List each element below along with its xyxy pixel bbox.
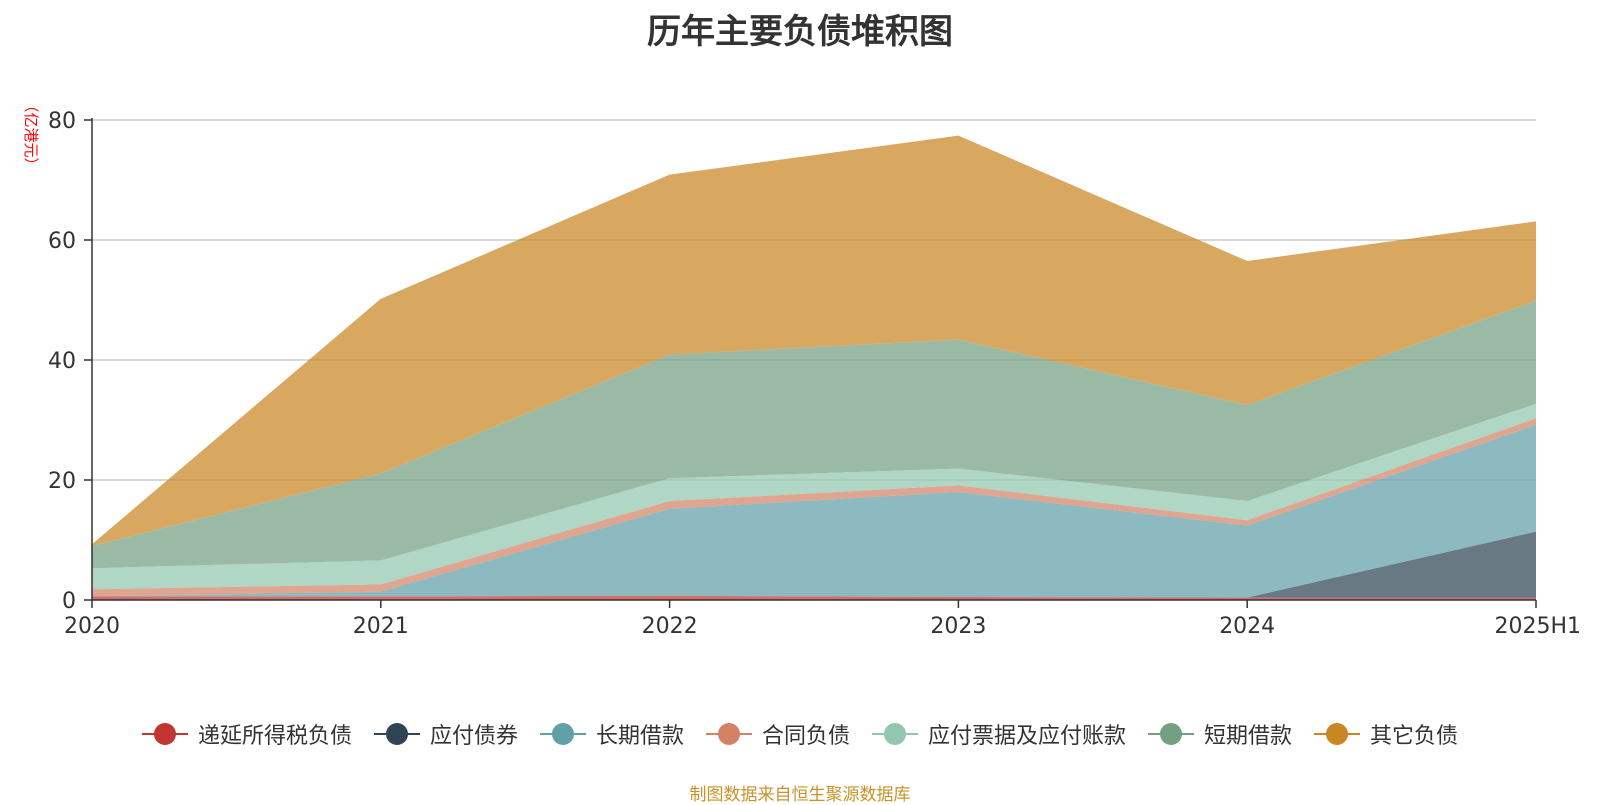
x-tick-label: 2022: [642, 614, 698, 639]
y-tick-label: 60: [48, 229, 76, 254]
y-tick-label: 40: [48, 349, 76, 374]
legend-item-0[interactable]: 递延所得税负债: [141, 718, 352, 750]
legend-item-2[interactable]: 长期借款: [539, 718, 684, 750]
area-layer: [92, 135, 1536, 600]
x-tick-label: 2020: [64, 614, 120, 639]
legend-item-4[interactable]: 应付票据及应付账款: [872, 718, 1126, 750]
legend-marker-icon: [373, 722, 420, 746]
legend-item-6[interactable]: 其它负债: [1314, 718, 1458, 750]
axis-layer: 0 20 40 60 80 2020 2021 2022 2023 2024 2025H1: [48, 109, 1581, 639]
y-tick-label: 0: [62, 589, 76, 614]
area-series-5[interactable]: [92, 300, 1536, 569]
legend: 递延所得税负债 应付债券 长期借款 合同负债 应付票据及应付账款 短期借款 其它负债: [0, 718, 1600, 750]
legend-label: 递延所得税负债: [197, 724, 352, 749]
legend-label: 合同负债: [761, 724, 850, 749]
legend-marker-icon: [705, 722, 752, 746]
legend-marker-icon: [539, 722, 586, 746]
area-series-0[interactable]: [92, 595, 1536, 600]
chart-title: 历年主要负债堆积图: [647, 12, 953, 52]
legend-label: 其它负债: [1370, 724, 1459, 749]
legend-marker-icon: [141, 722, 188, 746]
legend-marker-icon: [1314, 722, 1361, 746]
x-tick-label: 2021: [353, 614, 409, 639]
legend-marker-icon: [1148, 722, 1195, 746]
area-series-2[interactable]: [92, 424, 1536, 598]
area-series-1[interactable]: [92, 531, 1536, 598]
x-tick-label: 2023: [930, 614, 986, 639]
legend-item-3[interactable]: 合同负债: [705, 718, 850, 750]
legend-label: 应付债券: [429, 724, 518, 749]
legend-label: 短期借款: [1204, 724, 1293, 749]
area-series-4[interactable]: [92, 403, 1536, 590]
y-tick-label: 80: [48, 109, 76, 134]
legend-marker-icon: [872, 722, 918, 746]
x-tick-label: 2025H1: [1494, 614, 1581, 639]
area-series-6[interactable]: [92, 135, 1536, 546]
legend-label: 应付票据及应付账款: [928, 724, 1127, 749]
source-note: 制图数据来自恒生聚源数据库: [689, 785, 911, 805]
y-tick-label: 20: [48, 469, 76, 494]
legend-item-1[interactable]: 应付债券: [373, 718, 518, 750]
legend-item-5[interactable]: 短期借款: [1148, 718, 1292, 750]
x-tick-label: 2024: [1219, 614, 1275, 639]
legend-label: 长期借款: [595, 724, 684, 749]
y-axis-label: （亿港元）: [22, 97, 40, 172]
